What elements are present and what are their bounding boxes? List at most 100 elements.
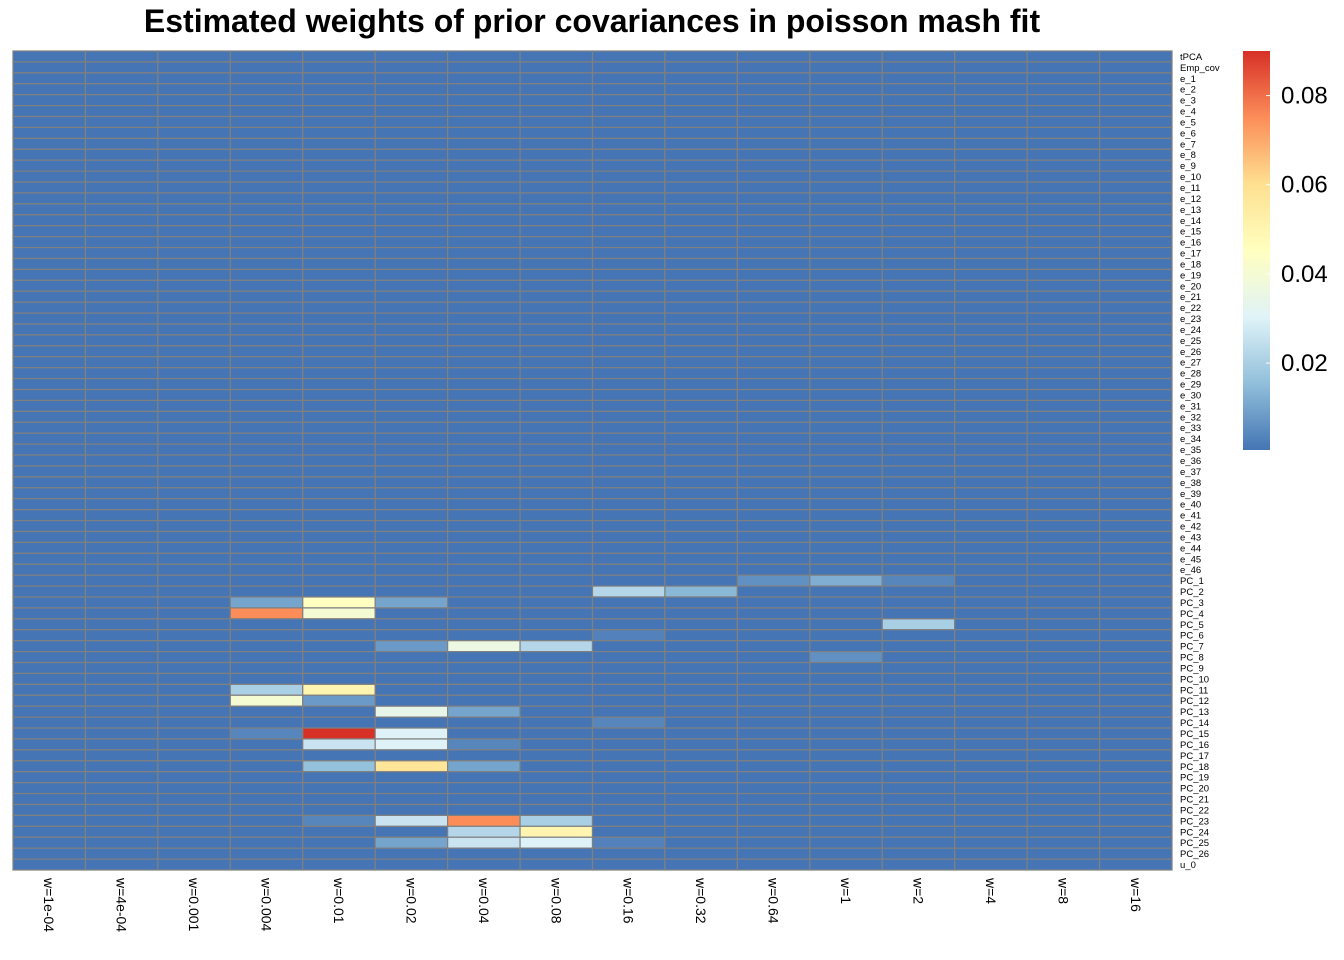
heatmap-cell-pc-19-w-4e-04: [84, 771, 159, 784]
heatmap-cell-e-29-w-1e-04: [12, 378, 87, 391]
heatmap-cell-e-23-w-1e-04: [12, 312, 87, 325]
heatmap-cell-e-34-w-0-01: [302, 432, 376, 445]
heatmap-cell-pc-3-w-4e-04: [84, 596, 159, 609]
heatmap-cell-e-6-w-4e-04: [84, 126, 159, 139]
heatmap-cell-tpca-w-1e-04: [12, 50, 87, 63]
heatmap-cell-e-43-w-0-01: [302, 530, 376, 543]
heatmap-cell-e-15-w-0-004: [229, 225, 304, 238]
heatmap-cell-e-39-w-4: [954, 487, 1028, 500]
heatmap-cell-pc-16-w-4: [954, 738, 1028, 751]
heatmap-cell-e-14-w-2: [881, 214, 956, 227]
heatmap-cell-e-29-w-8: [1026, 378, 1101, 391]
heatmap-cell-e-28-w-8: [1026, 367, 1101, 380]
heatmap-cell-pc-14-w-0-04: [447, 716, 521, 729]
heatmap-cell-e-30-w-4: [954, 388, 1028, 402]
heatmap-cell-e-4-w-4: [954, 104, 1028, 118]
column-label-w-8: w=8: [1055, 877, 1071, 904]
heatmap-cell-pc-20-w-0-01: [302, 782, 376, 795]
heatmap-cell-pc-10-w-1e-04: [12, 672, 87, 685]
heatmap-cell-pc-11-w-2: [881, 683, 956, 696]
heatmap-cell-pc-8-w-0-004: [229, 650, 304, 664]
heatmap-cell-u-0-w-0-08: [519, 858, 594, 871]
heatmap-cell-e-2-w-1: [809, 83, 883, 96]
heatmap-cell-e-37-w-0-16: [591, 465, 666, 478]
row-label-e-23: e_23: [1180, 314, 1201, 325]
heatmap-cell-e-30-w-1e-04: [12, 388, 87, 402]
heatmap-cell-pc-22-w-8: [1026, 803, 1101, 816]
heatmap-cell-pc-16-w-1: [809, 738, 883, 751]
heatmap-cell-e-34-w-0-08: [519, 432, 594, 445]
heatmap-cell-e-28-w-0-64: [736, 367, 811, 380]
heatmap-cell-e-45-w-1: [809, 552, 883, 565]
heatmap-cell-e-34-w-1: [809, 432, 883, 445]
row-label-pc-14: PC_14: [1180, 718, 1209, 729]
heatmap-cell-pc-13-w-0-01: [302, 705, 376, 718]
heatmap-cell-pc-21-w-1: [809, 792, 883, 806]
heatmap-cell-e-26-w-1: [809, 345, 883, 358]
heatmap-cell-e-41-w-1e-04: [12, 509, 87, 522]
heatmap-cell-pc-3-w-2: [881, 596, 956, 609]
column-label-w-0-04: w=0.04: [476, 877, 492, 924]
heatmap-cell-pc-26-w-16: [1098, 847, 1173, 860]
heatmap-cell-u-0-w-0-32: [664, 858, 738, 871]
heatmap-cell-e-41-w-0-01: [302, 509, 376, 522]
heatmap-cell-e-42-w-8: [1026, 519, 1101, 533]
heatmap-cell-pc-21-w-0-001: [157, 792, 231, 806]
heatmap-cell-e-29-w-4: [954, 378, 1028, 391]
heatmap-cell-emp-cov-w-0-001: [157, 61, 231, 74]
heatmap-cell-e-22-w-4e-04: [84, 301, 159, 314]
heatmap-cell-pc-10-w-0-16: [591, 672, 666, 685]
heatmap-cell-pc-4-w-4e-04: [84, 607, 159, 620]
heatmap-cell-pc-1-w-0-001: [157, 574, 231, 587]
heatmap-cell-pc-20-w-8: [1026, 782, 1101, 795]
heatmap-cell-pc-6-w-1: [809, 629, 883, 642]
heatmap-cell-pc-2-w-8: [1026, 585, 1101, 598]
heatmap-cell-pc-6-w-0-001: [157, 629, 231, 642]
heatmap-cell-e-7-w-0-64: [736, 137, 811, 150]
heatmap-cell-e-25-w-1: [809, 334, 883, 347]
heatmap-cell-e-42-w-0-64: [736, 519, 811, 533]
heatmap-cell-e-10-w-4e-04: [84, 170, 159, 183]
heatmap-cell-e-14-w-0-04: [447, 214, 521, 227]
heatmap-cell-pc-6-w-16: [1098, 629, 1173, 642]
heatmap-cell-e-42-w-0-08: [519, 519, 594, 533]
row-label-e-5: e_5: [1180, 117, 1196, 128]
heatmap-cell-e-5-w-2: [881, 115, 956, 129]
heatmap-cell-e-26-w-8: [1026, 345, 1101, 358]
heatmap-cell-pc-25-w-4e-04: [84, 836, 159, 849]
heatmap-cell-e-42-w-2: [881, 519, 956, 533]
heatmap-cell-pc-22-w-0-16: [591, 803, 666, 816]
heatmap-cell-e-12-w-0-64: [736, 192, 811, 205]
heatmap-cell-e-1-w-1e-04: [12, 72, 87, 85]
heatmap-cell-e-5-w-0-02: [374, 115, 449, 129]
heatmap-cell-e-43-w-0-004: [229, 530, 304, 543]
heatmap-cell-e-39-w-2: [881, 487, 956, 500]
heatmap-cell-e-33-w-0-004: [229, 421, 304, 434]
heatmap-cell-pc-10-w-0-64: [736, 672, 811, 685]
heatmap-cell-pc-18-w-2: [881, 760, 956, 773]
heatmap-cell-e-9-w-0-004: [229, 159, 304, 172]
heatmap-cell-pc-3-w-0-001: [157, 596, 231, 609]
heatmap-cell-pc-3-w-0-16: [591, 596, 666, 609]
heatmap-cell-e-8-w-0-02: [374, 148, 449, 161]
heatmap-cell-pc-18-w-0-32: [664, 760, 738, 773]
heatmap-cell-e-16-w-0-02: [374, 236, 449, 249]
heatmap-cell-e-27-w-0-02: [374, 356, 449, 369]
heatmap-cell-pc-26-w-0-01: [302, 847, 376, 860]
row-label-e-9: e_9: [1180, 161, 1196, 172]
heatmap-cell-e-4-w-0-04: [447, 104, 521, 118]
heatmap-cell-pc-13-w-1: [809, 705, 883, 718]
row-label-pc-22: PC_22: [1180, 805, 1209, 816]
heatmap-cell-e-17-w-0-32: [664, 246, 738, 260]
heatmap-cell-e-23-w-0-08: [519, 312, 594, 325]
heatmap-cell-pc-14-w-0-001: [157, 716, 231, 729]
heatmap-cell-e-14-w-0-01: [302, 214, 376, 227]
heatmap-cell-pc-12-w-0-08: [519, 694, 594, 707]
heatmap-cell-pc-3-w-0-02: [374, 596, 449, 609]
heatmap-cell-pc-12-w-0-004: [229, 694, 304, 707]
heatmap-cell-emp-cov-w-0-01: [302, 61, 376, 74]
heatmap-cell-pc-1-w-1: [809, 574, 883, 587]
heatmap-cell-e-36-w-0-004: [229, 454, 304, 467]
heatmap-cell-pc-17-w-0-001: [157, 749, 231, 762]
heatmap-cell-e-1-w-0-02: [374, 72, 449, 85]
